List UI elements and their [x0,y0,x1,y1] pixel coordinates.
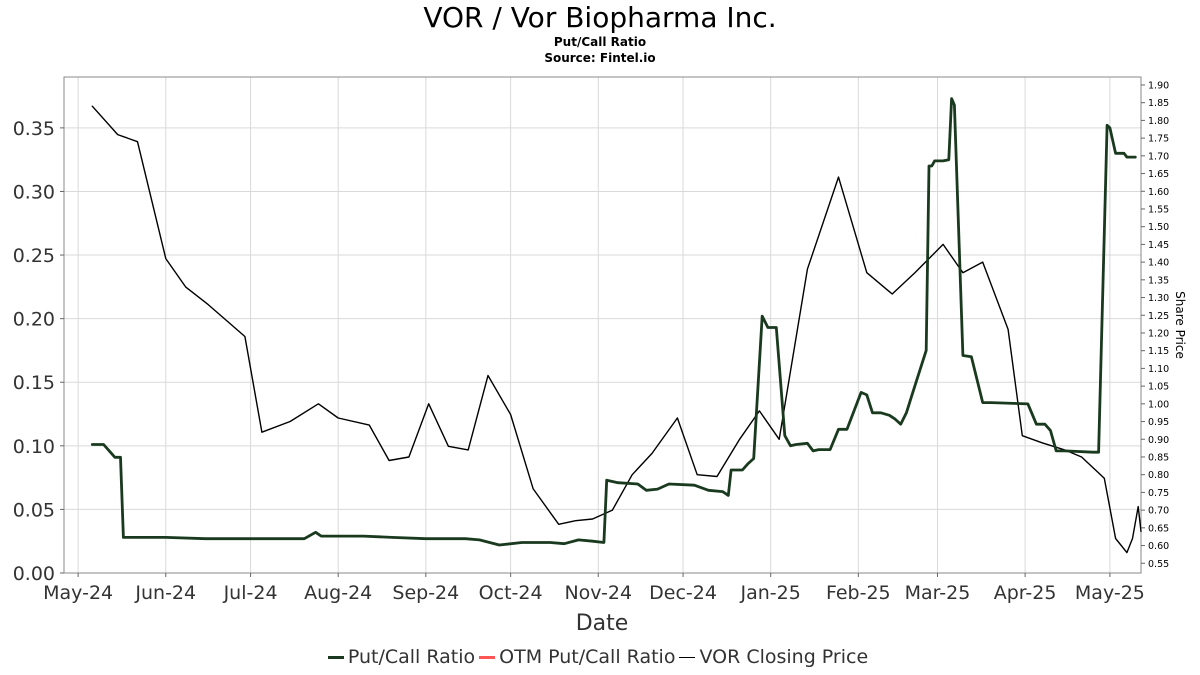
x-tick-label: Jul-24 [223,582,278,604]
right-y-tick-label: 0.70 [1148,506,1169,517]
right-y-tick-label: 1.75 [1148,134,1169,145]
right-y-tick-label: 1.20 [1148,328,1169,339]
left-y-tick-label: 0.35 [13,118,55,140]
x-tick-label: May-24 [43,582,113,604]
right-y-tick-label: 1.65 [1148,169,1169,180]
legend-label-put-call: Put/Call Ratio [347,646,476,668]
left-y-tick-label: 0.20 [13,309,55,331]
left-y-tick-label: 0.00 [13,563,55,585]
right-y-tick-label: 1.55 [1148,204,1169,215]
right-y-tick-label: 0.90 [1148,435,1169,446]
x-tick-label: Apr-25 [994,582,1057,604]
right-y-tick-label: 1.40 [1148,258,1169,269]
legend-swatch-otm-put-call [479,655,496,659]
x-tick-label: Mar-25 [905,582,971,604]
chart-source: Source: Fintel.io [544,51,656,65]
x-tick-label: Jan-25 [740,582,801,604]
chart-subtitle: Put/Call Ratio [553,35,647,49]
right-axis: 0.55 0.60 0.65 0.70 0.75 0.80 0.85 0.90 0.95 1.00… [1141,80,1169,570]
x-tick-label: Aug-24 [304,582,372,604]
legend-label-closing-price: VOR Closing Price [699,646,869,668]
chart-canvas: 0.00 0.05 0.10 0.15 0.20 0.25 0.30 0.35 0.55 0.6… [13,76,1187,636]
right-y-tick-label: 1.70 [1148,151,1169,162]
x-tick-label: Dec-24 [649,582,717,604]
right-y-tick-label: 0.85 [1148,452,1169,463]
put-call-ratio-line [90,97,1137,547]
right-y-tick-label: 0.60 [1148,541,1169,552]
right-y-tick-label: 0.65 [1148,523,1169,534]
legend-swatch-put-call [327,655,344,659]
right-y-tick-label: 1.15 [1148,346,1169,357]
legend: Put/Call Ratio OTM Put/Call Ratio VOR Cl… [0,646,1200,668]
x-tick-label: May-25 [1075,582,1145,604]
right-y-tick-label: 1.90 [1148,80,1169,91]
right-y-tick-label: 1.00 [1148,399,1169,410]
right-y-tick-label: 0.55 [1148,559,1169,570]
right-axis-label: Share Price [1173,291,1187,359]
legend-item-closing-price: VOR Closing Price [679,646,868,668]
x-tick-label: Oct-24 [479,582,543,604]
right-y-tick-label: 0.80 [1148,470,1169,481]
series-layer [90,97,1142,554]
legend-item-put-call: Put/Call Ratio [327,646,476,668]
right-y-tick-label: 1.30 [1148,293,1169,304]
grid [64,77,1141,574]
legend-item-otm-put-call: OTM Put/Call Ratio [479,646,675,668]
right-y-tick-label: 1.35 [1148,275,1169,286]
x-axis-label: Date [576,611,629,636]
right-y-tick-label: 1.80 [1148,116,1169,127]
right-y-tick-label: 1.10 [1148,364,1169,375]
right-y-tick-label: 1.05 [1148,382,1169,393]
x-tick-label: Nov-24 [564,582,632,604]
right-y-tick-label: 1.85 [1148,98,1169,109]
left-y-tick-label: 0.05 [13,499,55,521]
right-y-tick-label: 1.60 [1148,187,1169,198]
x-tick-label: Jun-24 [134,582,196,604]
legend-swatch-closing-price [679,656,696,658]
right-y-tick-label: 1.50 [1148,222,1169,233]
legend-label-otm-put-call: OTM Put/Call Ratio [499,646,676,668]
plot-frame [63,76,1142,574]
right-y-tick-label: 0.75 [1148,488,1169,499]
right-y-tick-label: 1.25 [1148,311,1169,322]
left-y-tick-label: 0.25 [13,245,55,267]
x-tick-label: Sep-24 [392,582,459,604]
right-y-tick-label: 1.45 [1148,240,1169,251]
x-axis: May-24 Jun-24 Jul-24 Aug-24 Sep-24 Oct-24 Nov-… [43,573,1145,604]
chart-title: VOR / Vor Biopharma Inc. [423,1,777,34]
right-y-tick-label: 0.95 [1148,417,1169,428]
left-y-tick-label: 0.30 [13,181,55,203]
left-axis: 0.00 0.05 0.10 0.15 0.20 0.25 0.30 0.35 [13,118,64,585]
left-y-tick-label: 0.15 [13,372,55,394]
x-tick-label: Feb-25 [826,582,891,604]
closing-price-line [91,105,1142,554]
left-y-tick-label: 0.10 [13,436,55,458]
